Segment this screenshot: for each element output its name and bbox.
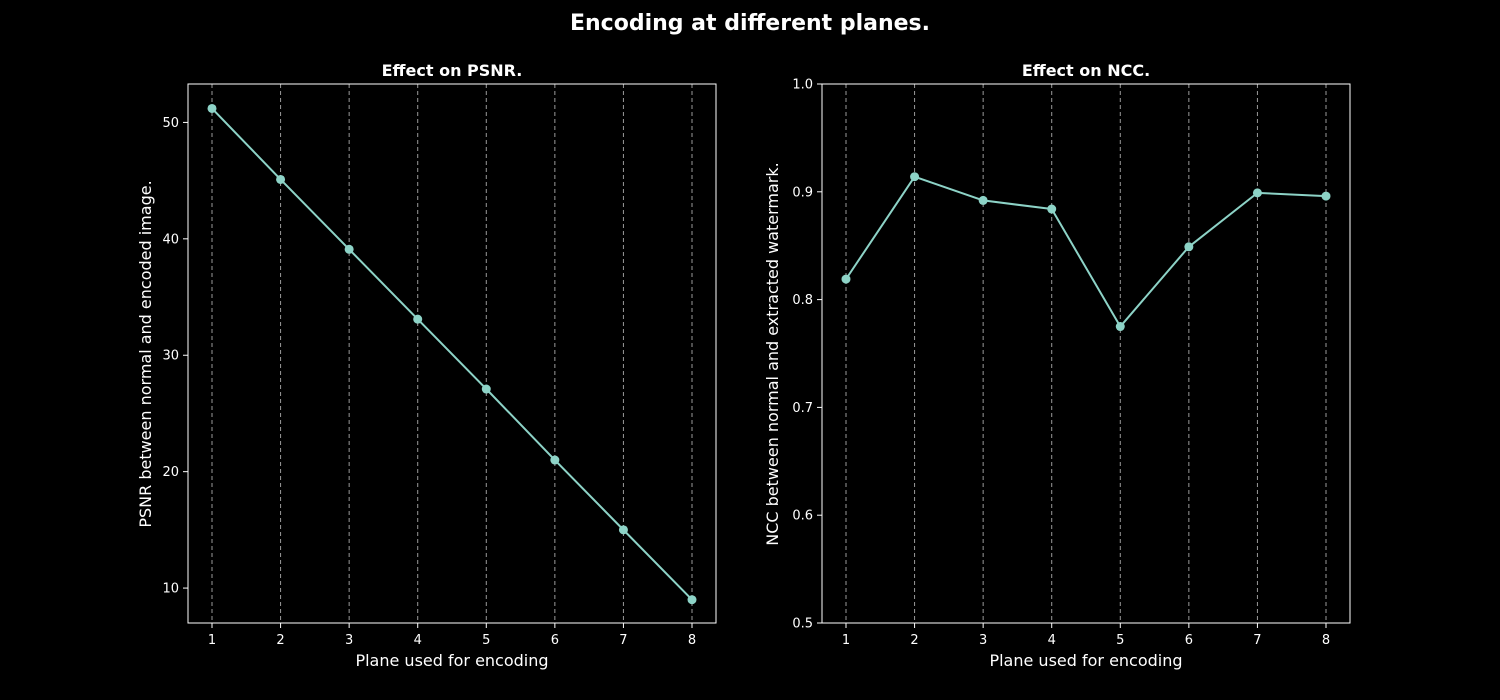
psnr-x-tick-label: 5 xyxy=(482,633,490,648)
ncc-data-point xyxy=(1321,191,1331,201)
ncc-y-ticks: 0.5 0.6 0.7 0.8 0.9 1.0 xyxy=(792,78,822,632)
psnr-data-point xyxy=(276,174,286,184)
ncc-y-tick-label: 0.9 xyxy=(792,185,813,200)
ncc-chart-title: Effect on NCC. xyxy=(1022,61,1150,80)
psnr-x-tick-label: 3 xyxy=(345,633,353,648)
ncc-y-tick-label: 0.8 xyxy=(792,293,813,308)
psnr-x-tick-label: 6 xyxy=(551,633,559,648)
ncc-chart: 1 2 3 4 5 6 7 8 0.5 0.6 0.7 0.8 0.9 1.0 Effect on NC… xyxy=(763,61,1351,670)
ncc-data-point xyxy=(1252,188,1262,198)
ncc-series xyxy=(841,172,1331,332)
ncc-data-point xyxy=(841,274,851,284)
psnr-x-tick-label: 2 xyxy=(276,633,284,648)
ncc-data-point xyxy=(1115,322,1125,332)
ncc-x-ticks: 1 2 3 4 5 6 7 8 xyxy=(842,623,1330,648)
ncc-x-tick-label: 8 xyxy=(1322,633,1330,648)
psnr-y-tick-label: 50 xyxy=(162,116,179,131)
ncc-x-tick-label: 4 xyxy=(1048,633,1056,648)
ncc-x-tick-label: 3 xyxy=(979,633,987,648)
ncc-x-tick-label: 1 xyxy=(842,633,850,648)
psnr-y-axis-label: PSNR between normal and encoded image. xyxy=(136,180,155,527)
psnr-x-tick-label: 4 xyxy=(414,633,422,648)
ncc-data-point xyxy=(1184,242,1194,252)
ncc-y-tick-label: 0.7 xyxy=(792,401,813,416)
psnr-data-point xyxy=(550,455,560,465)
ncc-y-tick-label: 0.6 xyxy=(792,509,813,524)
ncc-y-tick-label: 1.0 xyxy=(792,78,813,93)
ncc-x-tick-label: 2 xyxy=(910,633,918,648)
psnr-data-point xyxy=(207,103,217,113)
psnr-data-point xyxy=(344,244,354,254)
ncc-data-point xyxy=(1047,204,1057,214)
psnr-y-tick-label: 30 xyxy=(162,349,179,364)
ncc-data-point xyxy=(910,172,920,182)
ncc-grid xyxy=(845,84,1327,623)
psnr-y-tick-label: 40 xyxy=(162,232,179,247)
psnr-y-ticks: 10 20 30 40 50 xyxy=(162,116,188,597)
psnr-chart-title: Effect on PSNR. xyxy=(382,61,523,80)
psnr-series xyxy=(207,103,697,605)
psnr-series-line xyxy=(211,107,693,601)
psnr-x-tick-label: 7 xyxy=(619,633,627,648)
psnr-data-point xyxy=(618,525,628,535)
ncc-x-tick-label: 5 xyxy=(1116,633,1124,648)
ncc-x-axis-label: Plane used for encoding xyxy=(989,651,1182,670)
ncc-y-axis-label: NCC between normal and extracted waterma… xyxy=(763,162,782,545)
ncc-y-tick-label: 0.5 xyxy=(792,617,813,632)
ncc-data-point xyxy=(978,195,988,205)
ncc-x-tick-label: 7 xyxy=(1253,633,1261,648)
psnr-x-axis-label: Plane used for encoding xyxy=(355,651,548,670)
psnr-data-point xyxy=(481,384,491,394)
psnr-x-tick-label: 8 xyxy=(688,633,696,648)
ncc-plot-frame xyxy=(821,83,1351,624)
psnr-data-point xyxy=(413,314,423,324)
psnr-x-ticks: 1 2 3 4 5 6 7 8 xyxy=(208,623,696,648)
psnr-y-tick-label: 10 xyxy=(162,582,179,597)
psnr-y-tick-label: 20 xyxy=(162,465,179,480)
figure-title: Encoding at different planes. xyxy=(570,11,930,36)
ncc-series-line xyxy=(845,175,1327,328)
psnr-data-point xyxy=(687,595,697,605)
psnr-x-tick-label: 1 xyxy=(208,633,216,648)
ncc-x-tick-label: 6 xyxy=(1185,633,1193,648)
psnr-chart: 1 2 3 4 5 6 7 8 10 20 30 40 50 Effect on PSNR. Plan… xyxy=(136,61,717,670)
psnr-plot-frame xyxy=(187,83,717,624)
